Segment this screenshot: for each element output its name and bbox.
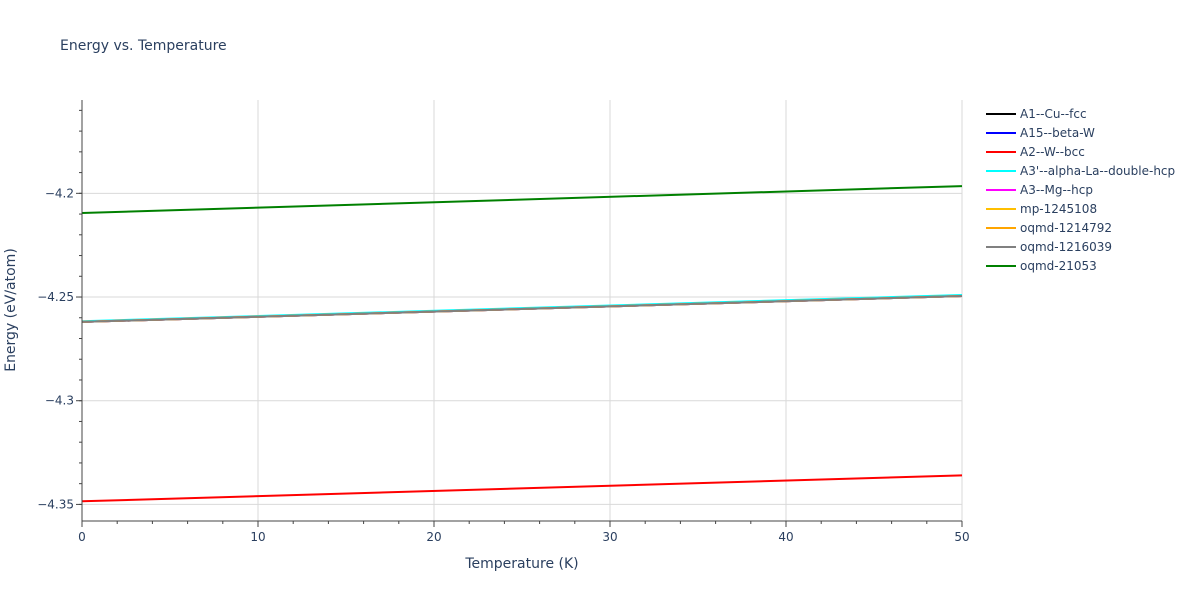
x-tick-label-3: 30 (602, 530, 617, 544)
legend-label-4: A3--Mg--hcp (1020, 183, 1093, 197)
x-tick-label-2: 20 (426, 530, 441, 544)
legend-item-5[interactable]: mp-1245108 (986, 202, 1097, 216)
legend-label-2: A2--W--bcc (1020, 145, 1085, 159)
axis-layer: 0 10 20 30 40 50 −4.35 −4.3 −4.25 −4.2 (37, 100, 970, 544)
legend-label-3: A3'--alpha-La--double-hcp (1020, 164, 1175, 178)
legend-label-6: oqmd-1214792 (1020, 221, 1112, 235)
legend-item-4[interactable]: A3--Mg--hcp (986, 183, 1093, 197)
legend-item-0[interactable]: A1--Cu--fcc (986, 107, 1087, 121)
x-tick-label-0: 0 (78, 530, 86, 544)
x-tick-label-4: 40 (778, 530, 793, 544)
legend-item-8[interactable]: oqmd-21053 (986, 259, 1097, 273)
legend-item-3[interactable]: A3'--alpha-La--double-hcp (986, 164, 1175, 178)
x-tick-label-1: 10 (250, 530, 265, 544)
legend-label-8: oqmd-21053 (1020, 259, 1097, 273)
y-tick-label-3: −4.2 (45, 186, 74, 200)
series-line-2[interactable] (81, 474, 963, 503)
legend-label-0: A1--Cu--fcc (1020, 107, 1087, 121)
legend-label-1: A15--beta-W (1020, 126, 1095, 140)
legend-item-7[interactable]: oqmd-1216039 (986, 240, 1112, 254)
series-line-8[interactable] (81, 185, 963, 215)
series-line-7[interactable] (81, 294, 963, 323)
y-tick-label-2: −4.25 (37, 290, 74, 304)
legend-item-2[interactable]: A2--W--bcc (986, 145, 1085, 159)
legend-item-1[interactable]: A15--beta-W (986, 126, 1095, 140)
grid-layer (82, 100, 963, 521)
x-axis-title: Temperature (K) (464, 556, 578, 572)
legend[interactable]: A1--Cu--fcc A15--beta-W A2--W--bcc A3'--alp… (986, 107, 1175, 273)
x-tick-label-5: 50 (954, 530, 969, 544)
series-layer (81, 185, 963, 503)
legend-label-5: mp-1245108 (1020, 202, 1097, 216)
y-axis-title: Energy (eV/atom) (3, 248, 19, 372)
legend-label-7: oqmd-1216039 (1020, 240, 1112, 254)
y-tick-label-1: −4.3 (45, 394, 74, 408)
y-tick-label-0: −4.35 (37, 497, 74, 511)
legend-item-6[interactable]: oqmd-1214792 (986, 221, 1112, 235)
chart-title: Energy vs. Temperature (60, 38, 227, 54)
